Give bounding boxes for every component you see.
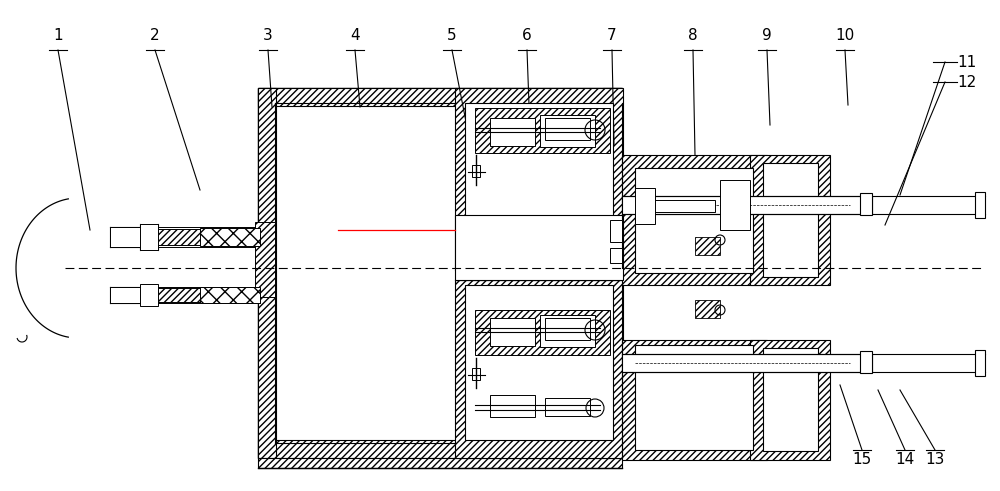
Bar [622, 354, 872, 372]
Bar [545, 318, 590, 340]
Bar [603, 88, 621, 263]
Text: 11: 11 [957, 55, 976, 70]
Bar [545, 398, 590, 416]
Bar [695, 300, 720, 318]
Text: 10: 10 [835, 27, 855, 43]
Text: 6: 6 [522, 27, 532, 43]
Text: 2: 2 [150, 27, 160, 43]
Bar [155, 288, 260, 302]
Bar [258, 88, 622, 458]
Bar [975, 350, 985, 376]
Bar [603, 295, 621, 458]
Bar [490, 395, 535, 417]
Bar [635, 345, 753, 450]
Bar [258, 440, 622, 458]
Text: 14: 14 [895, 453, 915, 467]
Text: 7: 7 [607, 27, 617, 43]
Bar [763, 348, 818, 451]
Text: 8: 8 [688, 27, 698, 43]
Bar [465, 285, 613, 440]
Bar [200, 287, 260, 303]
Bar [258, 458, 622, 468]
Bar [860, 193, 872, 215]
Bar [622, 340, 767, 460]
Bar [763, 163, 818, 277]
Bar [610, 248, 622, 263]
Bar [545, 118, 590, 140]
Bar [455, 88, 623, 268]
Bar [472, 368, 480, 380]
Bar [465, 103, 613, 258]
Bar [650, 200, 715, 212]
Text: 4: 4 [350, 27, 360, 43]
Bar [860, 351, 872, 373]
Bar [455, 280, 623, 458]
Bar [110, 287, 260, 303]
Bar [140, 284, 158, 306]
Bar [610, 220, 622, 242]
Bar [750, 340, 830, 460]
Bar [475, 310, 610, 355]
Bar [750, 155, 830, 285]
Text: 5: 5 [447, 27, 457, 43]
Text: 12: 12 [957, 75, 976, 89]
Text: 13: 13 [925, 453, 945, 467]
Bar [490, 118, 535, 146]
Text: 3: 3 [263, 27, 273, 43]
Bar [622, 155, 767, 285]
Bar [255, 222, 275, 297]
Bar [258, 88, 622, 106]
Text: 15: 15 [852, 453, 872, 467]
Bar [622, 196, 872, 214]
Bar [490, 318, 535, 346]
Bar [275, 103, 605, 443]
Bar [155, 229, 260, 245]
Bar [540, 115, 595, 147]
Bar [695, 237, 720, 255]
Bar [540, 315, 595, 347]
Bar [200, 228, 260, 246]
Bar [635, 168, 753, 273]
Bar [975, 192, 985, 218]
Bar [455, 215, 623, 280]
Bar [258, 88, 276, 458]
Bar [110, 227, 260, 247]
Bar [475, 108, 610, 153]
Bar [635, 188, 655, 224]
Bar [720, 180, 750, 230]
Bar [140, 224, 158, 250]
Text: 1: 1 [53, 27, 63, 43]
Text: 9: 9 [762, 27, 772, 43]
Bar [472, 165, 480, 177]
